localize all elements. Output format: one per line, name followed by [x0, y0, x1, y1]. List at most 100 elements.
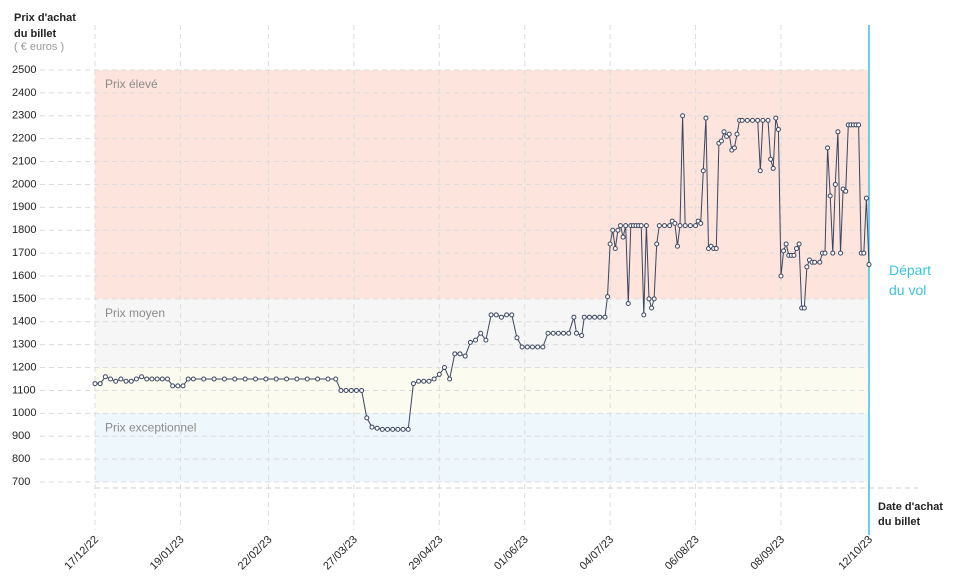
- price-point: [467, 339, 473, 345]
- price-point: [488, 312, 494, 318]
- y-tick-label: 2100: [12, 155, 36, 167]
- price-point: [462, 353, 468, 359]
- price-point: [478, 330, 484, 336]
- price-point: [755, 117, 761, 123]
- price-point: [108, 376, 114, 382]
- price-point: [822, 250, 828, 256]
- price-point: [473, 337, 479, 343]
- y-tick-label: 1100: [12, 384, 36, 396]
- price-point: [400, 426, 406, 432]
- price-point: [416, 378, 422, 384]
- price-point: [102, 374, 108, 380]
- price-point: [783, 241, 789, 247]
- price-point: [698, 220, 704, 226]
- price-point: [731, 145, 737, 151]
- x-tick-label: 17/12/22: [62, 534, 101, 573]
- price-point: [718, 138, 724, 144]
- price-point: [493, 312, 499, 318]
- price-point: [721, 129, 727, 135]
- price-point: [338, 387, 344, 393]
- y-tick-label: 1300: [12, 339, 36, 351]
- price-point: [573, 330, 579, 336]
- price-point: [804, 264, 810, 270]
- price-point: [661, 223, 667, 229]
- price-point: [579, 333, 585, 339]
- x-tick-label: 29/04/23: [407, 534, 446, 573]
- price-point: [555, 330, 561, 336]
- price-point: [263, 376, 269, 382]
- y-tick-label: 2400: [12, 87, 36, 99]
- price-point: [674, 243, 680, 249]
- y-tick-label: 2000: [12, 178, 36, 190]
- price-point: [654, 241, 660, 247]
- y-axis-title: Prix d'achat: [14, 12, 76, 24]
- price-point: [734, 131, 740, 137]
- x-tick-label: 01/06/23: [492, 534, 531, 573]
- band-label: Prix élevé: [105, 77, 158, 91]
- price-point: [856, 122, 862, 128]
- y-tick-label: 1200: [12, 361, 36, 373]
- price-point: [405, 426, 411, 432]
- price-point: [232, 376, 238, 382]
- price-point: [343, 387, 349, 393]
- price-point: [221, 376, 227, 382]
- price-point: [359, 387, 365, 393]
- price-point: [726, 131, 732, 137]
- departure-label: Départ: [889, 262, 931, 278]
- price-point: [643, 223, 649, 229]
- price-point: [304, 376, 310, 382]
- price-point: [597, 314, 603, 320]
- x-tick-label: 27/03/23: [321, 534, 360, 573]
- price-point: [118, 376, 124, 382]
- price-point: [620, 234, 626, 240]
- y-tick-label: 1000: [12, 407, 36, 419]
- x-axis-title: Date d'achat: [878, 501, 943, 513]
- price-point: [832, 181, 838, 187]
- price-point: [242, 376, 248, 382]
- price-point: [610, 227, 616, 233]
- price-point: [333, 376, 339, 382]
- x-tick-label: 22/02/23: [236, 534, 275, 573]
- y-tick-label: 800: [12, 453, 30, 465]
- price-point: [739, 117, 745, 123]
- price-point: [128, 378, 134, 384]
- price-point: [390, 426, 396, 432]
- price-point: [700, 168, 706, 174]
- price-point: [672, 220, 678, 226]
- x-tick-label: 19/01/23: [148, 534, 187, 573]
- price-point: [133, 376, 139, 382]
- price-point: [529, 344, 535, 350]
- price-point: [680, 113, 686, 119]
- price-point: [561, 330, 567, 336]
- band-label: Prix moyen: [105, 306, 165, 320]
- price-point: [778, 273, 784, 279]
- price-point: [315, 376, 321, 382]
- price-point: [369, 424, 375, 430]
- price-point: [656, 223, 662, 229]
- price-point: [364, 415, 370, 421]
- price-point: [566, 330, 572, 336]
- price-point: [519, 344, 525, 350]
- price-point: [760, 117, 766, 123]
- departure-label: du vol: [889, 282, 926, 298]
- price-point: [385, 426, 391, 432]
- price-point: [615, 227, 621, 233]
- y-tick-label: 2300: [12, 110, 36, 122]
- price-point: [801, 305, 807, 311]
- price-point: [441, 365, 447, 371]
- plot: Départ du vol: [92, 25, 931, 535]
- price-point: [154, 376, 160, 382]
- price-point: [123, 378, 129, 384]
- price-point: [649, 305, 655, 311]
- price-point: [830, 250, 836, 256]
- price-point: [421, 378, 427, 384]
- price-point: [794, 246, 800, 252]
- y-tick-label: 1800: [12, 224, 36, 236]
- y-tick-label: 1600: [12, 270, 36, 282]
- x-tick-label: 08/09/23: [748, 534, 787, 573]
- price-point: [170, 383, 176, 389]
- price-point: [770, 165, 776, 171]
- price-point: [164, 376, 170, 382]
- price-point: [693, 223, 699, 229]
